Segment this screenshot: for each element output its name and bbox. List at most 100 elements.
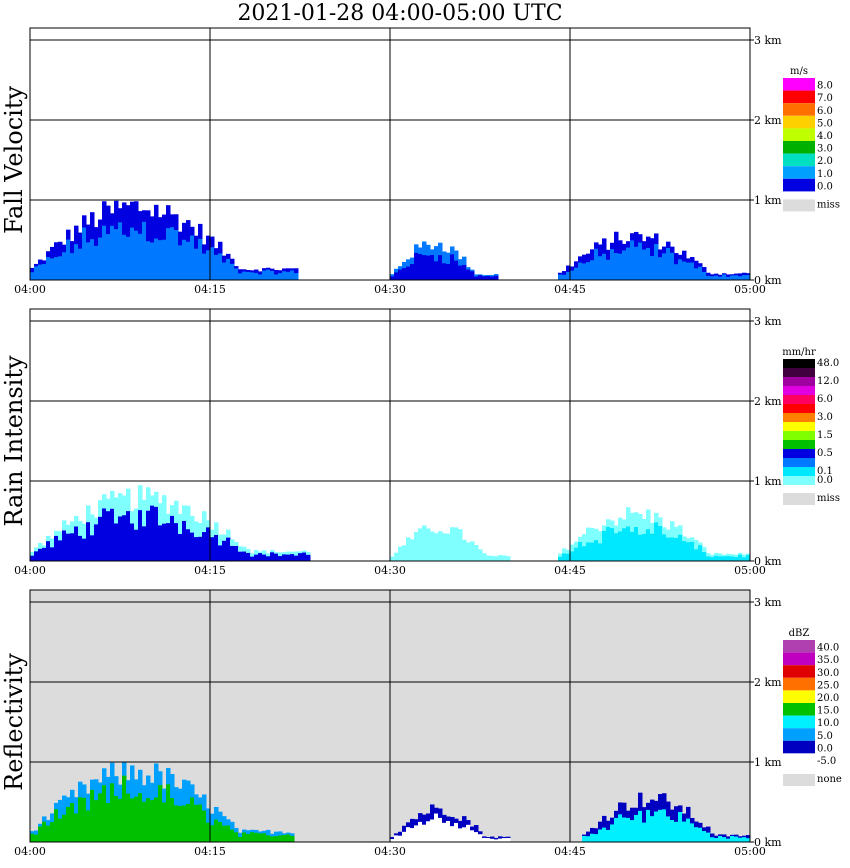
legend-unit: mm/hr [782, 347, 816, 358]
echo-core [714, 555, 719, 561]
echo-core [506, 557, 511, 561]
echo-core [214, 819, 219, 842]
legend-swatch [783, 78, 815, 91]
echo-core [666, 247, 671, 280]
echo-core [662, 809, 667, 842]
echo-core [438, 817, 443, 842]
echo-core [738, 837, 743, 842]
echo-core [698, 545, 703, 561]
y-tick-label: 0 km [754, 836, 782, 849]
echo-core [154, 238, 159, 280]
echo-core [198, 804, 203, 842]
echo-core [454, 540, 459, 561]
echo-core [558, 274, 563, 280]
echo-core [646, 809, 651, 842]
echo-core [62, 530, 67, 561]
echo-core [498, 838, 503, 842]
echo-core [166, 228, 171, 280]
legend-label: 4.0 [817, 131, 833, 142]
echo-core [562, 274, 567, 280]
echo-core [182, 805, 187, 842]
echo-core [738, 276, 743, 280]
echo-core [402, 548, 407, 561]
echo-core [262, 554, 267, 561]
echo-core [290, 835, 295, 842]
echo-core [454, 822, 459, 842]
echo-core [654, 522, 659, 561]
echo-core [726, 276, 731, 280]
echo-core [142, 526, 147, 561]
echo-core [202, 532, 207, 561]
echo-core [294, 555, 299, 561]
x-tick-label: 05:00 [734, 845, 766, 858]
echo-core [74, 526, 79, 561]
echo-core [230, 545, 235, 561]
echo-core [558, 556, 563, 561]
legend-swatch [783, 652, 815, 666]
echo-core [54, 535, 59, 561]
legend-swatch [783, 665, 815, 678]
echo-core [178, 533, 183, 561]
echo-core [602, 827, 607, 842]
echo-core [274, 553, 279, 561]
echo-core [278, 835, 283, 842]
echo-core [462, 827, 467, 842]
y-axis-label: Reflectivity [0, 653, 28, 791]
echo-core [174, 230, 179, 280]
legend-swatch [783, 90, 815, 104]
echo-core [258, 274, 263, 280]
echo-core [618, 531, 623, 561]
echo-core [442, 822, 447, 842]
echo-core [394, 555, 399, 561]
legend-swatch [783, 715, 815, 729]
echo-core [442, 538, 447, 561]
echo-core [590, 833, 595, 842]
echo-core [746, 555, 750, 561]
y-tick-label: 3 km [754, 315, 782, 328]
panel-reflectivity: 04:00 04:15 04:30 04:45 05:000 km 1 km 2 km 3 k… [0, 589, 842, 858]
echo-core [46, 541, 51, 561]
echo-core [422, 824, 427, 842]
legend-swatch [783, 431, 815, 440]
echo-core [630, 240, 635, 280]
panel-frame [29, 27, 751, 281]
echo-core [642, 249, 647, 280]
echo-core [470, 830, 475, 842]
x-tick-label: 04:00 [14, 845, 46, 858]
x-tick-label: 05:00 [734, 283, 766, 296]
echo-core [62, 814, 67, 842]
echo-core [122, 234, 127, 280]
echo-core [70, 803, 75, 842]
echo-core [154, 506, 159, 561]
echo-core [122, 515, 127, 561]
echo-core [130, 523, 135, 561]
echo-core [94, 245, 99, 280]
y-tick-label: 2 km [754, 676, 782, 689]
echo-core [250, 832, 255, 842]
echo-core [222, 262, 227, 280]
echo-core [482, 837, 487, 842]
echo-core [394, 272, 399, 280]
x-tick-label: 04:15 [194, 845, 226, 858]
echo-core [86, 810, 91, 842]
echo-layer [30, 200, 750, 280]
x-tick-label: 04:30 [374, 845, 406, 858]
echo-core [82, 538, 87, 561]
x-tick-label: 04:00 [14, 283, 46, 296]
legend-label: 15.0 [817, 706, 839, 717]
echo-core [410, 546, 415, 561]
echo-core [430, 255, 435, 280]
legend-swatch [783, 449, 815, 458]
echo-core [90, 789, 95, 842]
x-tick-label: 04:00 [14, 564, 46, 577]
echo-core [282, 271, 287, 280]
echo-core [642, 822, 647, 842]
echo-core [198, 238, 203, 280]
legend-swatch [783, 703, 815, 716]
echo-core [226, 258, 231, 280]
echo-core [218, 821, 223, 842]
echo-core [266, 269, 271, 280]
echo-core [390, 557, 395, 561]
echo-core [430, 540, 435, 561]
echo-core [590, 260, 595, 280]
